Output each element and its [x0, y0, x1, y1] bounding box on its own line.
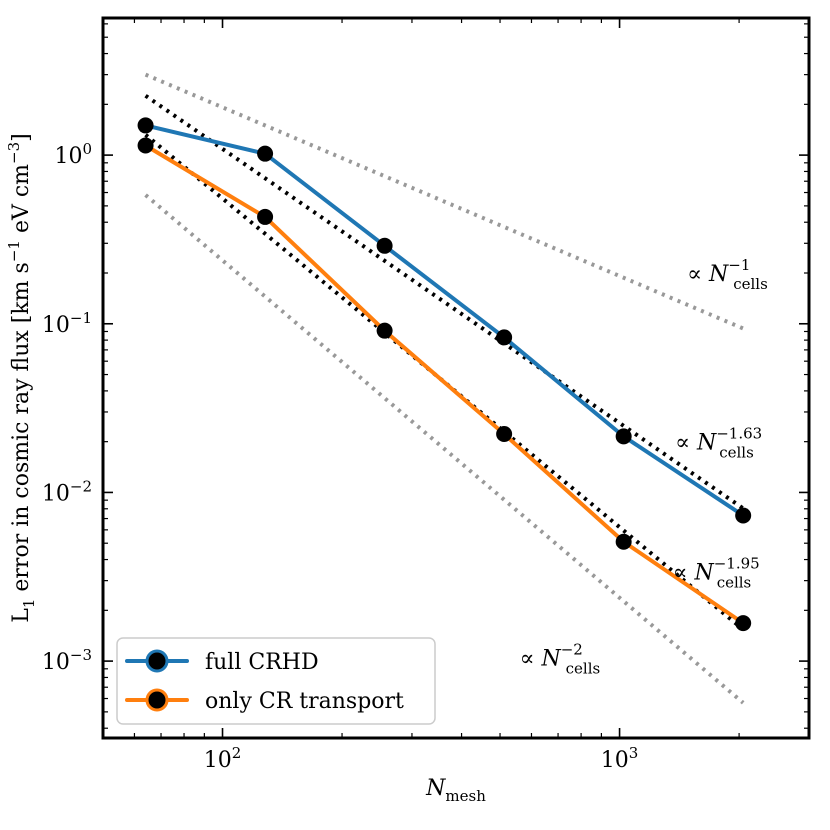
reference-line-3: [144, 193, 745, 705]
y-tick-label-1: 10−1: [42, 309, 92, 338]
legend-entry-only-cr-transport: only CR transport: [125, 688, 404, 714]
series-0-point-1: [257, 145, 274, 162]
series-0-point-2: [376, 237, 393, 254]
series-line-1: [143, 143, 746, 626]
series-0-point-3: [496, 329, 513, 346]
x-tick-label-0: 102: [204, 744, 242, 773]
series-line-0: [143, 123, 746, 518]
scaling-label-1: ∝ N−1.63 cells: [675, 425, 762, 462]
legend-marker-only-cr-transport: [145, 688, 169, 712]
legend: full CRHD only CR transport: [116, 637, 436, 725]
series-1-point-2: [376, 322, 393, 339]
reference-line-0: [144, 72, 744, 331]
x-axis-label: Nmesh: [425, 776, 486, 805]
y-tick-label-0: 100: [54, 140, 92, 169]
y-tick-label-3: 10−3: [42, 646, 92, 675]
scaling-label-3: ∝ N−2 cells: [520, 641, 601, 678]
legend-entry-full-crhd: full CRHD: [125, 649, 319, 675]
reference-lines: [144, 72, 745, 705]
series-0-point-4: [615, 428, 632, 445]
series-0-point-5: [735, 507, 752, 524]
scaling-label-0: ∝ N−1 cells: [687, 256, 768, 293]
legend-box: [116, 637, 436, 725]
series-1-point-4: [615, 533, 632, 550]
axis-ticks: [102, 18, 810, 738]
series-1-point-1: [257, 208, 274, 225]
series-1-point-0: [137, 137, 154, 154]
y-axis-label: L1 error in cosmic ray flux [km s−1 eV c…: [5, 133, 38, 623]
reference-line-2: [144, 133, 745, 632]
plot-frame: [101, 16, 811, 740]
series-lines: [137, 117, 752, 632]
y-tick-label-2: 10−2: [42, 477, 92, 506]
scaling-label-2: ∝ N−1.95 cells: [673, 554, 760, 591]
series-1-point-3: [496, 426, 513, 443]
legend-label-full-crhd: full CRHD: [205, 650, 319, 675]
annotations: 102 103 100 10−1 10−2 10−3 ∝ N−1 cells ∝ N−1.63 c…: [42, 140, 768, 773]
reference-line-1: [144, 94, 745, 511]
series-1-point-5: [735, 615, 752, 632]
series-0-point-0: [137, 117, 154, 134]
legend-marker-full-crhd: [145, 649, 169, 673]
legend-label-only-cr-transport: only CR transport: [205, 689, 404, 714]
x-tick-label-1: 103: [601, 744, 639, 773]
